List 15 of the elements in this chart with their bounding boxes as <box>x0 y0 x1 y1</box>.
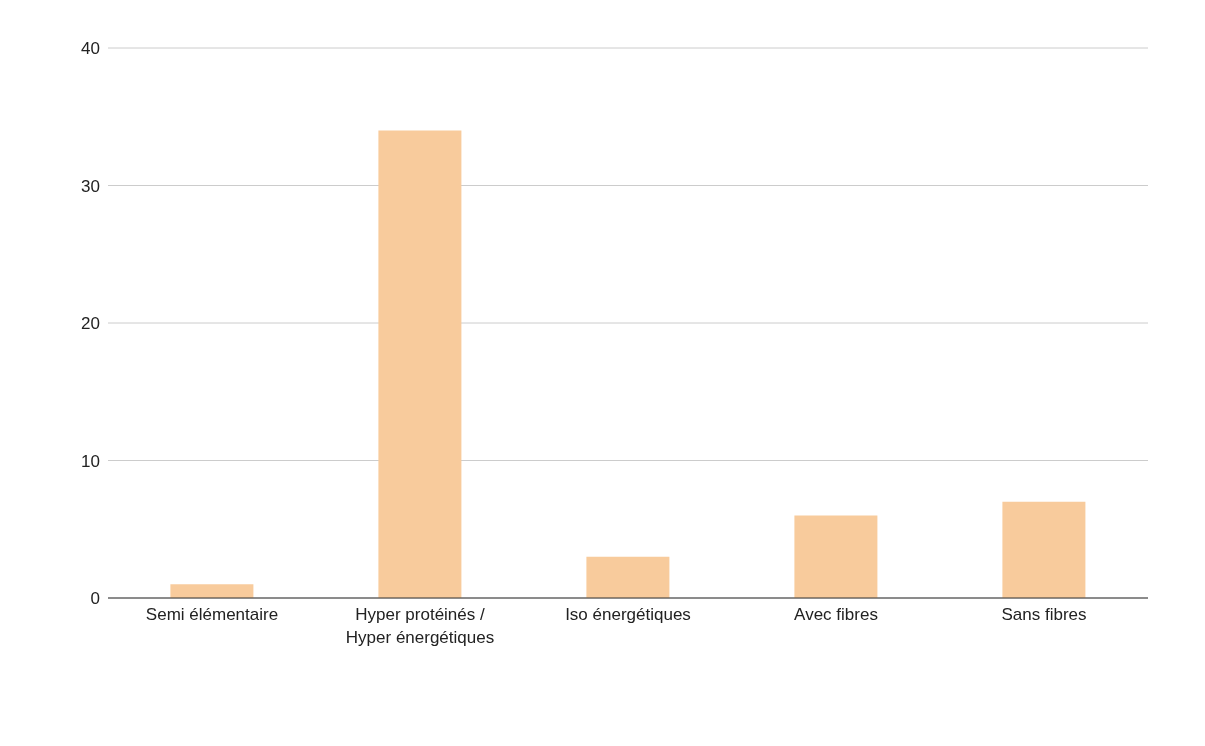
y-tick-label: 10 <box>81 451 100 471</box>
y-tick-label: 20 <box>81 314 100 334</box>
bar <box>794 515 878 598</box>
bar <box>586 556 670 598</box>
x-tick-label: Iso énergétiques <box>565 605 691 624</box>
x-tick-label: Sans fibres <box>1001 605 1087 624</box>
x-tick-label: Hyper protéinés / Hyper énergétiques <box>345 605 495 647</box>
x-tick-label: Avec fibres <box>794 605 878 624</box>
y-tick-label: 0 <box>90 589 100 609</box>
y-tick-label: 30 <box>81 176 100 196</box>
bar <box>1002 501 1086 598</box>
x-tick-label: Semi élémentaire <box>145 605 279 624</box>
bar <box>170 584 254 598</box>
bar <box>378 130 462 598</box>
y-tick-label: 40 <box>81 39 100 59</box>
